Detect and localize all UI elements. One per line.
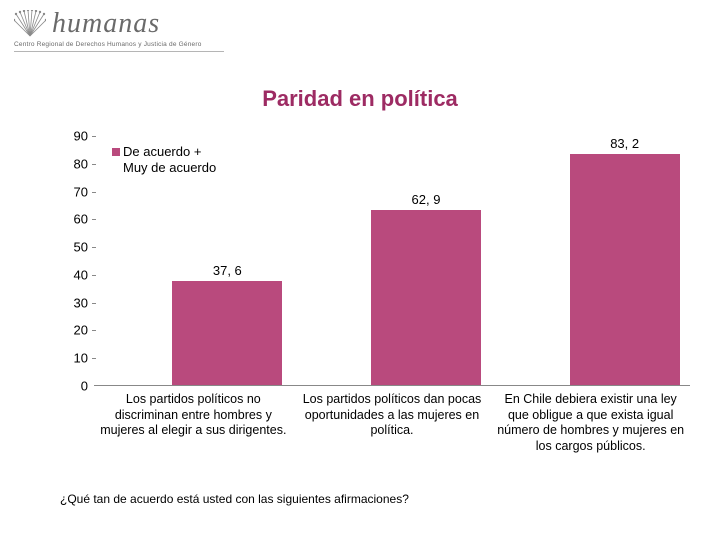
logo-burst-icon [14,10,46,38]
legend-swatch [112,148,120,156]
legend-text-2: Muy de acuerdo [123,160,216,175]
x-category-label: Los partidos políticos dan pocas oportun… [297,392,488,439]
bar-value-label: 62, 9 [371,192,481,207]
legend-text-1: De acuerdo + [123,144,201,159]
y-tick-label: 70 [60,184,88,199]
y-tick-mark [92,136,96,137]
y-tick-mark [92,303,96,304]
y-tick-label: 40 [60,267,88,282]
bar-value-label: 37, 6 [172,263,282,278]
legend: De acuerdo + Muy de acuerdo [112,144,216,177]
y-tick-mark [92,164,96,165]
footnote: ¿Qué tan de acuerdo está usted con las s… [60,492,409,506]
chart-title: Paridad en política [0,86,720,112]
bar: 37, 6 [172,281,282,385]
y-tick-label: 90 [60,129,88,144]
bar: 62, 9 [371,210,481,385]
y-tick-mark [92,358,96,359]
y-tick-mark [92,219,96,220]
y-tick-mark [92,247,96,248]
y-tick-mark [92,192,96,193]
y-tick-label: 80 [60,156,88,171]
y-tick-mark [92,275,96,276]
y-tick-label: 10 [60,351,88,366]
x-category-label: En Chile debiera existir una ley que obl… [495,392,686,455]
y-tick-label: 0 [60,379,88,394]
logo: humanas Centro Regional de Derechos Huma… [14,8,224,52]
x-category-label: Los partidos políticos no discriminan en… [98,392,289,439]
y-tick-label: 20 [60,323,88,338]
y-tick-label: 30 [60,295,88,310]
logo-wordmark: humanas [14,8,224,40]
bar: 83, 2 [570,154,680,385]
logo-tagline: Centro Regional de Derechos Humanos y Ju… [14,41,224,52]
logo-text: humanas [52,8,160,39]
y-tick-label: 60 [60,212,88,227]
y-tick-label: 50 [60,240,88,255]
bar-chart: 37, 6 62, 9 83, 2 De acuerdo + Muy de acue… [60,136,690,456]
y-tick-mark [92,330,96,331]
bar-value-label: 83, 2 [570,136,680,151]
